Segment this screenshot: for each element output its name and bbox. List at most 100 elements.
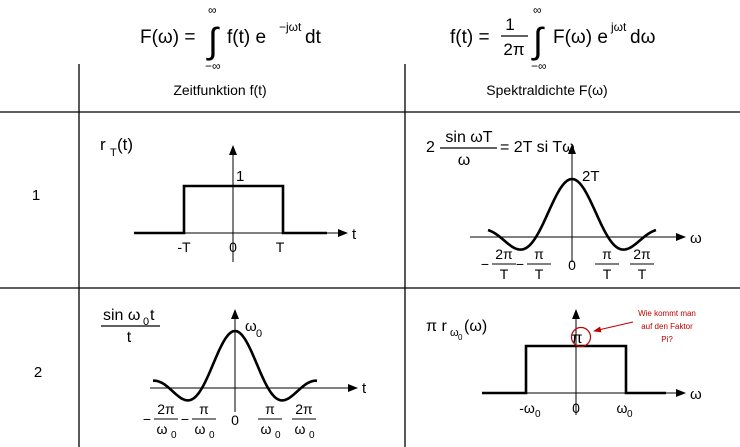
tick-sign: − xyxy=(143,411,151,427)
tick-numerator: 2π xyxy=(633,246,651,262)
forward-transform-formula: F(ω) = ∫ ∞ −∞ f(t) e −jωt dt xyxy=(140,3,322,73)
inverse-transform-formula: f(t) = 1 2π ∫ ∞ −∞ F(ω) e jωt dω xyxy=(450,3,656,73)
tick-denominator: T xyxy=(603,266,612,282)
annotation-note: Wie kommt man auf den Faktor Pi? xyxy=(638,309,696,344)
row2-time-tick-2: −πω 0 xyxy=(181,401,216,441)
annotation-line-2: auf den Faktor xyxy=(641,322,693,331)
row2-time-label: sin ω 0 t t xyxy=(101,307,160,346)
row-number-1: 1 xyxy=(32,187,40,204)
tick-sub: 0 xyxy=(627,409,633,420)
tick-sign: − xyxy=(181,411,189,427)
tick-denominator-sub: 0 xyxy=(309,430,315,441)
svg-text:0: 0 xyxy=(143,316,149,328)
inverse-frac-num: 1 xyxy=(505,15,514,34)
row2-spec-amplitude-label: π xyxy=(571,330,582,347)
tick-numerator: π xyxy=(199,401,209,417)
row1-spec-axis-label: ω xyxy=(690,230,702,247)
row1-spec-tick-1: −2π T xyxy=(481,246,516,282)
svg-text:0: 0 xyxy=(256,328,262,340)
tick-denominator: T xyxy=(535,266,544,282)
tick-numerator: π xyxy=(602,246,612,262)
row2-time-tick-5: 2π ω 0 xyxy=(292,401,316,441)
forward-lhs: F(ω) = xyxy=(140,27,195,48)
svg-text:sin ω: sin ω xyxy=(103,307,140,324)
row1-spec-peak-label: 2T xyxy=(582,168,600,185)
svg-text:sin ωT: sin ωT xyxy=(445,129,492,146)
row1-time-amplitude-label: 1 xyxy=(236,168,244,185)
svg-text:ω: ω xyxy=(458,152,471,169)
sinc-time-curve xyxy=(153,329,317,402)
tick-label: -ω xyxy=(519,400,535,416)
row1-time-label: r T (t) xyxy=(100,135,133,159)
tick-label: 0 xyxy=(572,400,580,416)
row1-time-tick-zero: 0 xyxy=(229,239,237,255)
tick-sign: − xyxy=(516,256,524,272)
svg-text:T: T xyxy=(110,147,117,159)
tick-numerator: 2π xyxy=(295,401,313,417)
row1-spec-tick-3: 0 xyxy=(568,257,576,273)
svg-text:(ω): (ω) xyxy=(464,318,487,335)
inverse-lhs: f(t) = xyxy=(450,27,490,48)
row1-time-axis-label: t xyxy=(352,226,357,243)
svg-text:(t): (t) xyxy=(117,135,133,154)
column-header-time: Zeitfunktion f(t) xyxy=(173,82,266,98)
tick-denominator-sub: 0 xyxy=(209,430,215,441)
svg-text:π r: π r xyxy=(426,318,447,335)
inverse-lower-limit: −∞ xyxy=(531,59,547,73)
row2-spec-axis-label: ω xyxy=(690,386,702,403)
forward-upper-limit: ∞ xyxy=(208,3,217,17)
svg-text:= 2T si Tω: = 2T si Tω xyxy=(500,139,575,156)
column-header-spectral: Spektraldichte F(ω) xyxy=(486,82,607,98)
row2-time-tick-1: −2π ω 0 xyxy=(143,401,178,441)
tick-denominator: T xyxy=(500,266,509,282)
svg-text:t: t xyxy=(127,329,132,346)
row1-spec-tick-4: πT xyxy=(595,246,619,282)
tick-denominator: ω xyxy=(261,421,272,437)
annotation-line-1: Wie kommt man xyxy=(638,309,696,318)
tick-label: 0 xyxy=(568,257,576,273)
tick-denominator: ω xyxy=(157,421,168,437)
row1-spec-tick-2: −πT xyxy=(516,246,551,282)
row1-time-tick-t: T xyxy=(276,239,285,255)
tick-numerator: 2π xyxy=(495,246,513,262)
tick-sub: 0 xyxy=(535,409,541,420)
svg-text:2: 2 xyxy=(426,139,435,156)
row2-spec-tick-labels: -ω 0 0 ω 0 xyxy=(519,400,633,420)
highlight-circle xyxy=(570,326,592,348)
svg-text:0: 0 xyxy=(458,333,463,342)
inverse-integrand: F(ω) e xyxy=(553,27,608,48)
annotation-arrow-icon xyxy=(593,321,634,333)
row2-time-axis-label: t xyxy=(362,380,367,397)
row1-spec-tick-5: 2π T xyxy=(630,246,654,282)
tick-denominator: T xyxy=(638,266,647,282)
row1-time-tick-neg-t: -T xyxy=(177,239,191,255)
row2-spec-tick-2: 0 xyxy=(572,400,580,416)
tick-label: ω xyxy=(617,400,628,416)
inverse-upper-limit: ∞ xyxy=(533,3,542,17)
tick-numerator: π xyxy=(265,401,275,417)
forward-lower-limit: −∞ xyxy=(205,59,221,73)
rect-pulse-curve xyxy=(134,184,327,235)
annotation-line-3: Pi? xyxy=(661,335,673,344)
rect-spectrum-curve xyxy=(482,344,666,395)
svg-text:ω: ω xyxy=(450,327,459,339)
forward-integrand: f(t) e xyxy=(227,27,266,48)
table-grid xyxy=(0,64,740,447)
tick-numerator: π xyxy=(534,246,544,262)
tick-sign: − xyxy=(481,256,489,272)
tick-denominator: ω xyxy=(195,421,206,437)
inverse-frac-den: 2π xyxy=(503,40,524,59)
tick-label: 0 xyxy=(231,412,239,428)
forward-differential: dt xyxy=(305,27,322,48)
integral-sign-icon: ∫ xyxy=(531,20,545,61)
forward-exponent: −jωt xyxy=(279,20,302,34)
inverse-exponent: jωt xyxy=(610,20,627,34)
inverse-differential: dω xyxy=(630,27,656,48)
row1-spectral-label: 2 sin ωT ω = 2T si Tω xyxy=(426,129,575,169)
integral-sign-icon: ∫ xyxy=(206,20,220,61)
